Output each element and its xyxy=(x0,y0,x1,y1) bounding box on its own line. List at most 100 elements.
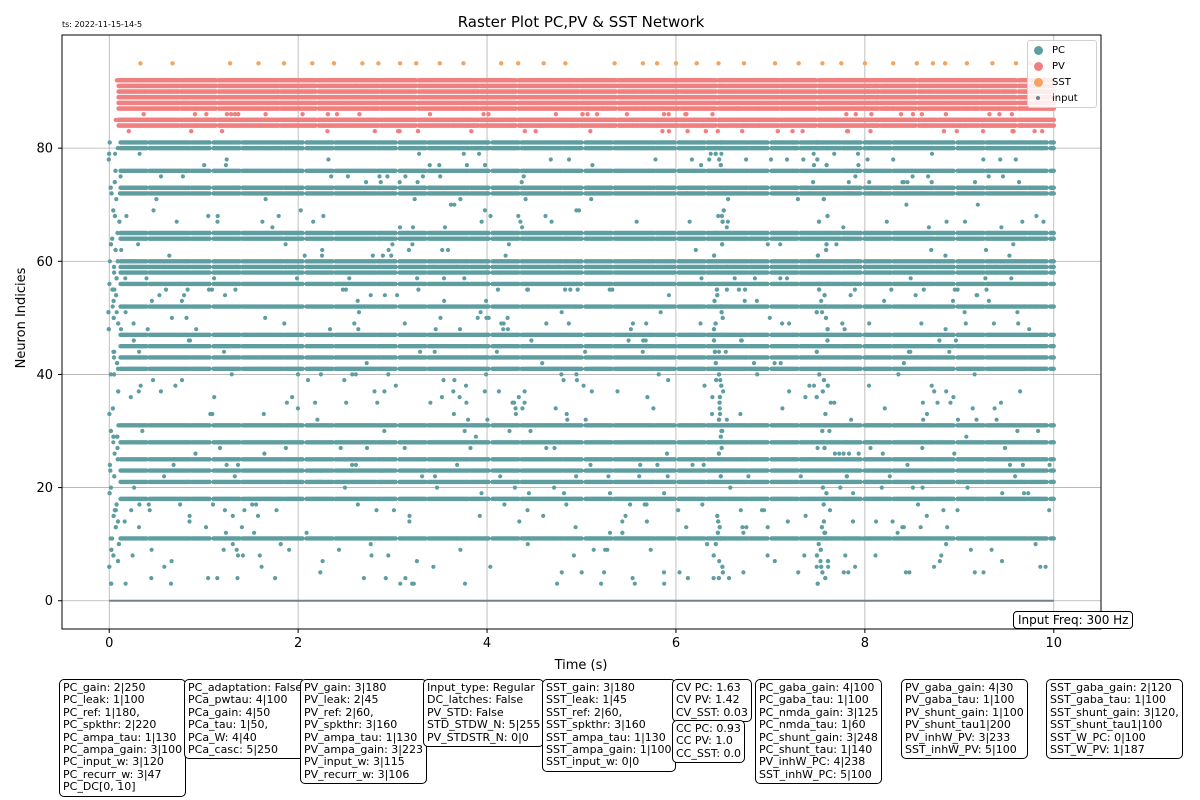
pv-spike xyxy=(136,95,141,100)
sst-spike xyxy=(612,61,617,66)
pc-burst-spike xyxy=(822,530,827,535)
pv-spike xyxy=(423,100,429,106)
pc-spike xyxy=(158,236,163,241)
pc-spike xyxy=(712,536,717,541)
pv-spike xyxy=(926,95,931,100)
pc-spike xyxy=(215,213,220,219)
pc-spike xyxy=(855,151,861,156)
pv-spike xyxy=(756,106,761,111)
pc-spike xyxy=(292,185,297,190)
pv-spike xyxy=(703,129,708,134)
pc-burst-spike xyxy=(719,304,724,309)
pc-spike xyxy=(257,553,262,558)
pc-spike xyxy=(179,378,185,383)
pv-spike xyxy=(1001,83,1006,89)
pc-burst-spike xyxy=(107,140,112,145)
pc-spike xyxy=(250,502,255,507)
pc-spike xyxy=(726,576,732,581)
pc-spike xyxy=(609,168,614,173)
pc-spike xyxy=(523,236,529,241)
pv-spike xyxy=(353,83,359,89)
pv-spike xyxy=(455,83,460,89)
pc-spike xyxy=(764,457,769,462)
pc-spike xyxy=(377,457,382,462)
pc-burst-spike xyxy=(712,349,718,354)
pv-spike xyxy=(660,129,665,134)
pc-burst-spike xyxy=(716,519,721,524)
pc-spike xyxy=(1043,564,1048,569)
pc-spike xyxy=(163,287,169,292)
pc-spike xyxy=(261,355,266,360)
pc-spike xyxy=(948,400,953,405)
pc-spike xyxy=(904,202,909,207)
pc-spike xyxy=(169,559,174,564)
pc-spike xyxy=(947,366,952,371)
pc-spike xyxy=(211,191,216,196)
pc-spike xyxy=(1034,304,1039,309)
pc-burst-spike xyxy=(719,383,724,388)
pc-spike xyxy=(606,474,611,479)
pc-spike xyxy=(528,428,533,434)
pc-spike xyxy=(215,332,221,337)
pc-spike xyxy=(802,553,807,558)
legend-label-pc: PC xyxy=(1052,44,1066,56)
pc-spike xyxy=(721,191,727,196)
pv-spike xyxy=(219,129,225,134)
pc-burst-spike xyxy=(823,315,829,321)
pc-spike xyxy=(662,581,667,586)
pc-spike xyxy=(796,570,801,575)
pc-burst-spike xyxy=(720,564,725,569)
pc-spike xyxy=(908,349,913,354)
pc-spike xyxy=(420,474,425,479)
pc-spike xyxy=(242,332,247,337)
pc-spike xyxy=(371,332,376,337)
pc-spike xyxy=(168,581,174,586)
pc-spike xyxy=(338,445,343,451)
y-tick-label: 80 xyxy=(36,142,53,157)
pc-burst-spike xyxy=(113,168,118,173)
pc-spike xyxy=(464,400,469,405)
pc-spike xyxy=(644,519,650,524)
pc-spike xyxy=(1036,428,1041,434)
pc-spike xyxy=(943,253,948,258)
pv-spike xyxy=(187,78,192,83)
pc-burst-spike xyxy=(713,151,718,156)
pc-spike xyxy=(353,372,358,377)
pc-spike xyxy=(914,440,919,445)
pc-spike xyxy=(210,502,216,507)
pv-spike xyxy=(658,106,663,111)
pc-spike xyxy=(221,349,227,354)
pv-spike xyxy=(321,123,326,128)
pc-spike xyxy=(324,344,329,349)
pc-spike xyxy=(1047,304,1052,309)
pc-spike xyxy=(878,191,883,196)
param-box-sst-synapse: SST_gaba_gain: 2|120 SST_gaba_tau: 1|100… xyxy=(1046,679,1183,760)
pc-burst-spike xyxy=(715,293,720,298)
pc-spike xyxy=(848,293,853,298)
pc-spike xyxy=(719,151,724,156)
pc-spike xyxy=(992,355,997,360)
pc-spike xyxy=(810,236,815,241)
pc-spike xyxy=(1000,174,1006,179)
pc-spike xyxy=(235,576,240,581)
pc-spike xyxy=(418,281,423,286)
pv-spike xyxy=(569,123,575,128)
pc-spike xyxy=(551,536,556,541)
pc-spike xyxy=(362,191,367,196)
pv-spike xyxy=(495,95,500,100)
pc-spike xyxy=(571,553,577,558)
pv-spike xyxy=(602,78,608,83)
pc-spike xyxy=(232,474,237,479)
pc-burst-spike xyxy=(818,343,823,349)
pc-spike xyxy=(498,474,503,479)
pc-spike xyxy=(887,474,892,479)
pc-spike xyxy=(963,321,968,326)
pc-spike xyxy=(232,236,237,241)
pc-spike xyxy=(845,191,850,196)
pc-spike xyxy=(926,225,932,230)
pv-spike xyxy=(922,117,927,123)
pc-spike xyxy=(903,570,909,575)
pc-burst-spike xyxy=(109,581,114,586)
pv-spike xyxy=(624,112,630,117)
pv-spike xyxy=(975,123,980,128)
